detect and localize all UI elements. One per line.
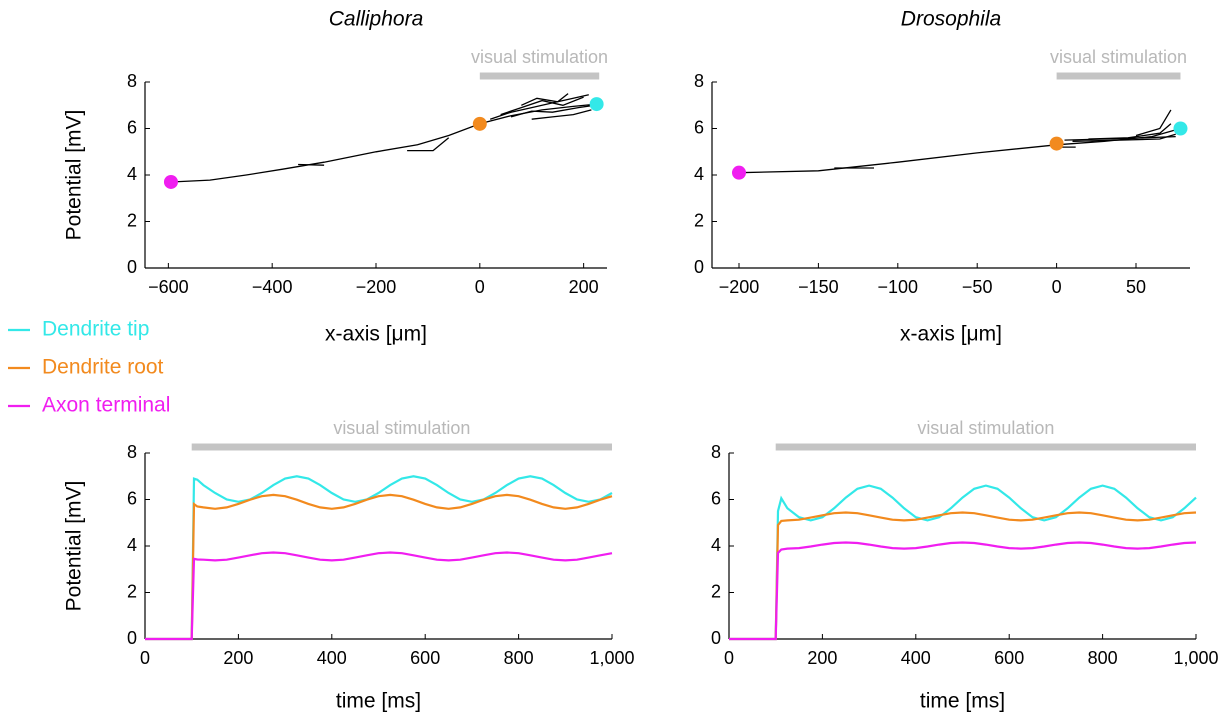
chart-panel: 0 2 4 6 8 0 200 400 600 800 1,000 time [ms] visual s… (711, 418, 1219, 713)
y-tick-label: 2 (694, 210, 704, 230)
neuron-branch (521, 93, 569, 106)
y-tick-label: 4 (694, 164, 704, 184)
y-tick-label: 6 (127, 117, 137, 137)
x-tick-label: 800 (1088, 648, 1118, 668)
neuron-branch (500, 96, 584, 116)
chart-panel: 0 2 4 6 8 −600 −400 −200 0 200 Calliphora x-axis [μ… (63, 8, 609, 346)
x-axis-label: time [ms] (336, 690, 421, 713)
y-tick-label: 2 (127, 210, 137, 230)
site-marker (589, 97, 604, 112)
y-tick-label: 0 (127, 257, 137, 277)
x-tick-label: 200 (807, 648, 837, 668)
neuron-branch (510, 104, 595, 118)
y-tick-label: 0 (694, 257, 704, 277)
y-tick-label: 0 (127, 628, 137, 648)
y-tick-label: 8 (127, 442, 137, 462)
legend-label: Dendrite root (42, 356, 164, 379)
x-tick-label: 1,000 (589, 648, 634, 668)
x-axis-label: x-axis [μm] (900, 323, 1002, 346)
potential-line (145, 493, 613, 641)
legend-label: Axon terminal (42, 394, 170, 417)
y-tick-label: 2 (127, 581, 137, 601)
x-tick-label: 600 (410, 648, 440, 668)
neuron-branch (407, 137, 450, 152)
y-tick-label: 6 (127, 488, 137, 508)
potential-line (145, 475, 613, 641)
x-tick-label: −150 (798, 277, 839, 297)
potential-line (729, 511, 1197, 641)
y-tick-label: 8 (711, 442, 721, 462)
stimulus-label: visual stimulation (471, 47, 608, 67)
stimulus-label: visual stimulation (1050, 47, 1187, 67)
x-tick-label: −50 (962, 277, 993, 297)
chart-title: Calliphora (329, 8, 424, 31)
x-tick-label: −100 (878, 277, 919, 297)
potential-line (145, 551, 613, 641)
x-tick-label: −200 (719, 277, 760, 297)
y-tick-label: 4 (127, 164, 137, 184)
x-tick-label: 0 (1052, 277, 1062, 297)
neuron-branch (298, 163, 325, 166)
y-tick-label: 0 (711, 628, 721, 648)
x-tick-label: 0 (140, 648, 150, 668)
legend-label: Dendrite tip (42, 318, 149, 341)
y-axis-label: Potential [mV] (63, 481, 86, 612)
y-tick-label: 4 (711, 535, 721, 555)
y-tick-label: 2 (711, 581, 721, 601)
potential-line (729, 541, 1197, 641)
chart-panel: 0 2 4 6 8 0 200 400 600 800 1,000 time [ms] Potentia… (63, 418, 635, 713)
y-axis-label: Potential [mV] (63, 110, 86, 241)
x-tick-label: −600 (148, 277, 189, 297)
site-marker (731, 165, 746, 180)
x-tick-label: 600 (994, 648, 1024, 668)
site-marker (163, 174, 178, 189)
x-tick-label: −400 (252, 277, 293, 297)
y-tick-label: 8 (127, 71, 137, 91)
x-tick-label: 0 (724, 648, 734, 668)
y-tick-label: 6 (694, 117, 704, 137)
x-tick-label: 1,000 (1173, 648, 1218, 668)
x-tick-label: 0 (475, 277, 485, 297)
neuron-branch (170, 103, 597, 183)
neuron-branch (1088, 123, 1172, 140)
chart-title: Drosophila (901, 8, 1001, 31)
neuron-branch (738, 127, 1181, 174)
y-tick-label: 6 (711, 488, 721, 508)
y-tick-label: 4 (127, 535, 137, 555)
potential-line (729, 484, 1197, 641)
neuron-branch (489, 94, 589, 120)
chart-panel: 0 2 4 6 8 −200 −150 −100 −50 0 50 Drosophila x-axis … (694, 8, 1190, 346)
x-tick-label: 800 (504, 648, 534, 668)
neuron-branch (531, 109, 592, 120)
neuron-branch (1072, 133, 1176, 142)
x-axis-label: x-axis [μm] (325, 323, 427, 346)
stimulus-label: visual stimulation (917, 418, 1054, 438)
site-marker (472, 116, 487, 131)
neuron-branch (1135, 109, 1172, 137)
x-axis-label: time [ms] (920, 690, 1005, 713)
site-marker (1049, 136, 1064, 151)
x-tick-label: 200 (569, 277, 599, 297)
x-tick-label: 400 (317, 648, 347, 668)
x-tick-label: 400 (901, 648, 931, 668)
y-tick-label: 8 (694, 71, 704, 91)
x-tick-label: 50 (1126, 277, 1146, 297)
x-tick-label: 200 (223, 648, 253, 668)
site-marker (1173, 121, 1188, 136)
x-tick-label: −200 (356, 277, 397, 297)
stimulus-label: visual stimulation (333, 418, 470, 438)
